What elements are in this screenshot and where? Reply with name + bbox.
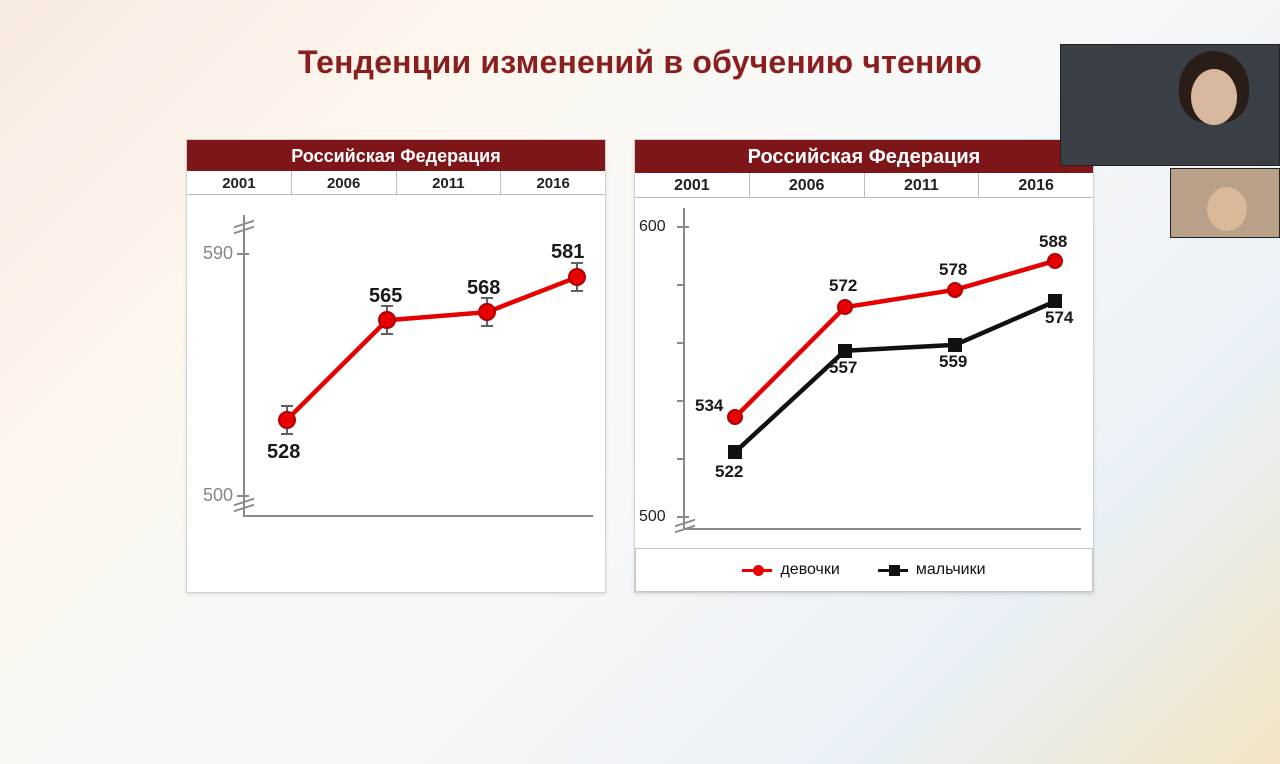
left-marker-1: [378, 311, 396, 329]
left-panel-title: Российская Федерация: [187, 140, 605, 171]
right-panel-years: 2001 2006 2011 2016: [635, 173, 1093, 198]
right-b-val-0: 522: [715, 462, 743, 482]
left-val-3: 581: [551, 241, 584, 264]
left-val-2: 568: [467, 277, 500, 300]
right-g-marker-1: [837, 299, 853, 315]
right-panel: Российская Федерация 2001 2006 2011 2016…: [634, 139, 1094, 593]
right-year-3: 2016: [978, 173, 1093, 197]
right-g-val-1: 572: [829, 276, 857, 296]
left-plot: 590 500 528 565 568 581: [187, 195, 605, 535]
right-g-marker-0: [727, 409, 743, 425]
right-b-marker-0: [728, 445, 742, 459]
left-val-0: 528: [267, 441, 300, 464]
legend-item-boys: мальчики: [878, 561, 986, 579]
legend-item-girls: девочки: [742, 561, 839, 579]
right-g-marker-2: [947, 282, 963, 298]
right-g-val-3: 588: [1039, 232, 1067, 252]
right-b-marker-3: [1048, 294, 1062, 308]
legend-swatch-boys: [878, 569, 908, 572]
right-legend: девочки мальчики: [635, 548, 1093, 592]
left-year-0: 2001: [187, 171, 291, 194]
left-panel: Российская Федерация 2001 2006 2011 2016…: [186, 139, 606, 593]
left-val-1: 565: [369, 285, 402, 308]
left-marker-3: [568, 268, 586, 286]
right-b-val-1: 557: [829, 358, 857, 378]
right-b-marker-1: [838, 344, 852, 358]
left-year-2: 2011: [396, 171, 501, 194]
right-lines: [635, 198, 1093, 548]
webcam-thumb-2[interactable]: [1170, 168, 1280, 238]
right-year-2: 2011: [864, 173, 979, 197]
right-plot: 600 500 534 572: [635, 198, 1093, 548]
right-b-marker-2: [948, 338, 962, 352]
left-marker-2: [478, 303, 496, 321]
left-panel-years: 2001 2006 2011 2016: [187, 171, 605, 195]
charts-row: Российская Федерация 2001 2006 2011 2016…: [0, 139, 1280, 593]
legend-label-boys: мальчики: [916, 561, 986, 579]
right-g-val-0: 534: [695, 396, 723, 416]
left-year-1: 2006: [291, 171, 396, 194]
right-year-1: 2006: [749, 173, 864, 197]
right-panel-title: Российская Федерация: [635, 140, 1093, 173]
left-marker-0: [278, 411, 296, 429]
left-line: [187, 195, 605, 535]
right-b-val-3: 574: [1045, 308, 1073, 328]
right-g-marker-3: [1047, 253, 1063, 269]
legend-swatch-girls: [742, 569, 772, 572]
webcam-thumb-1[interactable]: [1060, 44, 1280, 166]
right-year-0: 2001: [635, 173, 749, 197]
right-b-val-2: 559: [939, 352, 967, 372]
legend-label-girls: девочки: [780, 561, 839, 579]
right-g-val-2: 578: [939, 260, 967, 280]
left-year-3: 2016: [500, 171, 605, 194]
